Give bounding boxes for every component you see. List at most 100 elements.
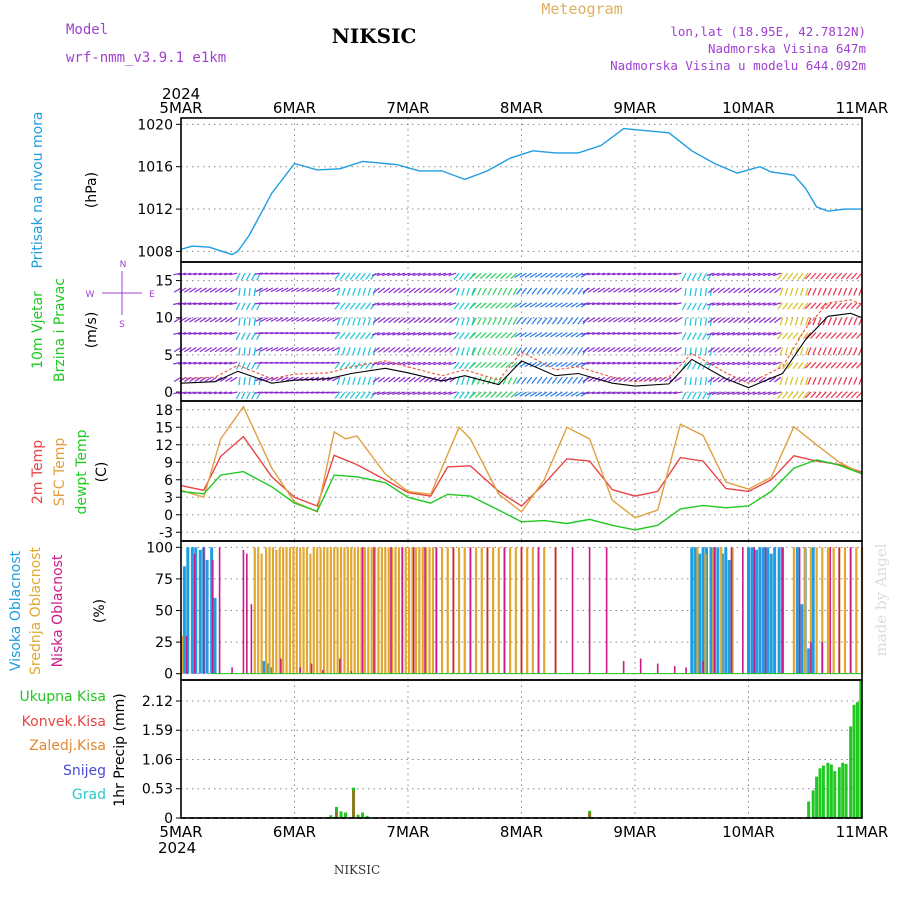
wind-barb (591, 332, 600, 335)
wind-barb (238, 347, 241, 356)
wind-barb (850, 302, 858, 310)
wind-barb (296, 317, 304, 322)
wind-barb (752, 361, 761, 366)
wind-barb (623, 346, 631, 353)
wind-barb (469, 361, 477, 369)
wind-barb (733, 317, 741, 324)
wind-barb (422, 361, 431, 366)
wind-barb (637, 391, 646, 395)
wind-barb (184, 346, 192, 353)
wind-barb (602, 272, 611, 276)
wind-barb (805, 347, 809, 356)
wind-barb (218, 302, 228, 306)
panel-precip: 0 0.53 1.06 1.59 2.12 (142, 679, 863, 827)
wind-barb (383, 287, 391, 294)
wind-barb (663, 332, 672, 335)
wind-barb (627, 302, 636, 306)
wind-barb (597, 287, 606, 293)
cloud-unit: (%) (92, 599, 108, 623)
wind-barb (707, 287, 715, 294)
wind-barb (341, 377, 346, 385)
wind-barb (198, 272, 207, 276)
cloud-bar (764, 547, 767, 674)
y-tick-label: 12 (155, 438, 173, 454)
wind-barb (792, 391, 799, 399)
wind-barb (218, 391, 228, 395)
wind-barb (349, 391, 356, 399)
wind-barb (792, 332, 799, 340)
wind-barb (264, 361, 274, 364)
wind-barb (711, 391, 720, 395)
wind-barb (305, 272, 314, 275)
wind-barb (469, 272, 477, 279)
wind-barb (642, 391, 652, 395)
wind-barb (702, 391, 708, 400)
cloud-bar (350, 547, 353, 674)
wind-barb (194, 317, 202, 323)
wind-barb (805, 377, 809, 385)
wind-barb (555, 391, 563, 397)
wind-barb (840, 391, 848, 399)
wind-barb (732, 391, 741, 395)
wind-barb (815, 302, 822, 310)
wind-barb (485, 361, 492, 369)
wind-barb (686, 362, 692, 370)
wind-barb (541, 317, 548, 325)
wind-barb (466, 317, 470, 326)
wind-barb (762, 302, 771, 306)
wind-barb (458, 272, 465, 280)
wind-barb (830, 332, 837, 339)
wind-barb (461, 317, 465, 326)
wind-barb (270, 287, 279, 293)
wind-barb (331, 346, 340, 352)
wind-barb (632, 332, 641, 335)
meteogram-label: Meteogram (541, 0, 622, 18)
y-tick-label: 18 (155, 403, 173, 419)
wind-barb (514, 332, 522, 338)
wind-barb (512, 317, 518, 326)
cloud-bar (843, 547, 847, 674)
y-tick-label: 5 (164, 348, 173, 364)
wind-barb (510, 302, 518, 309)
wind-barb (536, 376, 543, 384)
wind-barb (476, 317, 482, 326)
wind-barb (290, 272, 299, 275)
wind-barb (362, 377, 367, 385)
wind-barb (243, 377, 246, 386)
wind-barb (444, 287, 452, 294)
wind-barb (423, 347, 432, 353)
y-tick-label: 1016 (137, 160, 173, 176)
wind-barb (721, 302, 730, 306)
wind-barb (663, 361, 672, 365)
cloud-bar (414, 547, 418, 674)
wind-barb (407, 391, 416, 395)
wind-barb (586, 302, 595, 306)
wind-barb (737, 361, 746, 366)
wind-barb (802, 332, 809, 340)
wind-barb (178, 332, 187, 335)
wind-barb (398, 347, 406, 353)
wind-barb (256, 332, 261, 340)
cloud-bar (520, 547, 523, 674)
wind-barb (265, 376, 274, 382)
cloud-bar (810, 642, 812, 674)
wind-barb (360, 332, 366, 340)
top-tick-label: 6MAR (273, 99, 316, 117)
wind-barb (487, 287, 492, 296)
wind-barb (466, 377, 470, 385)
cloud-bar (339, 547, 343, 674)
cloud-bar (356, 547, 360, 674)
wind-barb (354, 332, 361, 340)
y-tick-label: 0 (164, 508, 173, 524)
wind-barb (461, 377, 465, 385)
wind-barb (259, 272, 268, 275)
wind-barb (758, 317, 766, 324)
wind-barb (835, 302, 843, 310)
wind-barb (534, 391, 543, 397)
wind-barb (812, 376, 817, 385)
wind-barb (203, 361, 212, 365)
wind-barb (529, 272, 538, 278)
wind-barb (510, 332, 518, 339)
cloud-bar (855, 547, 858, 674)
wind-barb (825, 361, 832, 369)
